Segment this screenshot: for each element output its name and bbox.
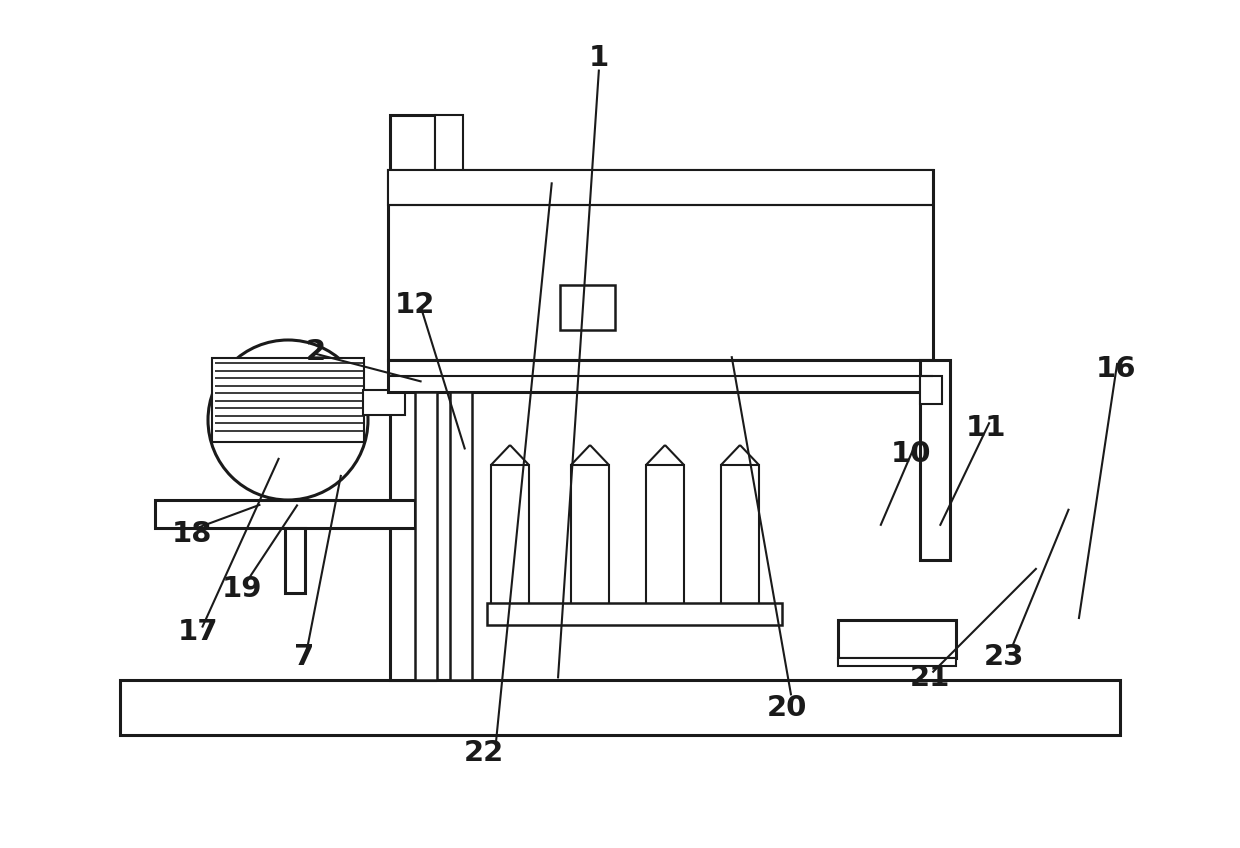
- Bar: [560, 285, 615, 330]
- Bar: [487, 603, 782, 625]
- Bar: [646, 465, 684, 605]
- Bar: [155, 500, 415, 528]
- Bar: [391, 115, 435, 680]
- Bar: [388, 170, 932, 360]
- Text: 2: 2: [306, 338, 326, 366]
- Bar: [920, 360, 950, 560]
- Bar: [120, 680, 1120, 735]
- Bar: [450, 392, 472, 680]
- Text: 19: 19: [222, 575, 262, 604]
- Bar: [720, 465, 759, 605]
- Text: 18: 18: [172, 520, 212, 549]
- Bar: [388, 360, 932, 392]
- Bar: [570, 465, 609, 605]
- Text: 7: 7: [294, 643, 314, 672]
- Text: 12: 12: [396, 291, 435, 320]
- Circle shape: [208, 340, 368, 500]
- Bar: [285, 528, 305, 593]
- Bar: [435, 115, 463, 680]
- Bar: [212, 358, 365, 442]
- Bar: [388, 170, 932, 205]
- Bar: [920, 376, 942, 404]
- Bar: [838, 620, 956, 658]
- Bar: [363, 390, 405, 415]
- Text: 17: 17: [179, 617, 218, 646]
- Text: 23: 23: [985, 643, 1024, 672]
- Text: 22: 22: [464, 739, 503, 767]
- Bar: [838, 658, 956, 666]
- Bar: [415, 392, 436, 680]
- Text: 11: 11: [966, 414, 1006, 443]
- Bar: [491, 465, 529, 605]
- Text: 20: 20: [768, 694, 807, 722]
- Text: 10: 10: [892, 439, 931, 468]
- Text: 16: 16: [1096, 354, 1136, 383]
- Text: 21: 21: [910, 664, 950, 693]
- Text: 1: 1: [589, 43, 609, 72]
